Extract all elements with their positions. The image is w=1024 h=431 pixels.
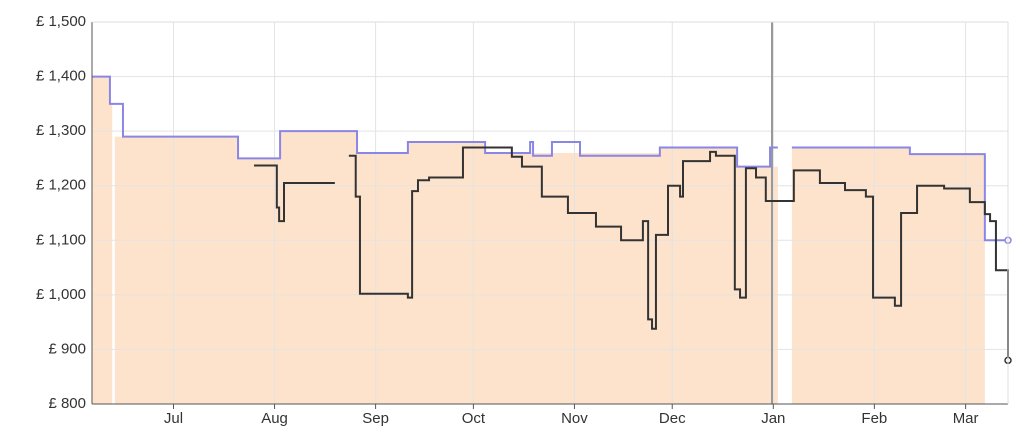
price-line xyxy=(254,164,335,223)
price-line xyxy=(348,146,1009,361)
y-tick-label: £ 900 xyxy=(48,340,86,357)
y-tick-label: £ 1,000 xyxy=(36,286,86,303)
y-tick-label: £ 1,100 xyxy=(36,231,86,248)
x-tick-label: Sep xyxy=(362,410,389,427)
x-tick-label: Nov xyxy=(561,410,588,427)
price-area xyxy=(114,131,778,404)
price-area xyxy=(791,147,985,404)
x-tick-label: Feb xyxy=(861,410,887,427)
x-tick-label: Jan xyxy=(761,410,785,427)
x-tick-label: Mar xyxy=(953,410,979,427)
x-tick-label: Jul xyxy=(164,410,183,427)
x-tick-label: Oct xyxy=(462,410,486,427)
y-tick-label: £ 1,200 xyxy=(36,177,86,194)
y-tick-label: £ 1,500 xyxy=(36,13,86,30)
x-tick-label: Aug xyxy=(261,410,288,427)
x-tick-label: Dec xyxy=(659,410,686,427)
y-tick-label: £ 1,400 xyxy=(36,68,86,85)
y-tick-label: £ 1,300 xyxy=(36,122,86,139)
price-line xyxy=(92,75,778,168)
y-tick-label: £ 800 xyxy=(48,395,86,412)
price-line xyxy=(791,146,1008,242)
